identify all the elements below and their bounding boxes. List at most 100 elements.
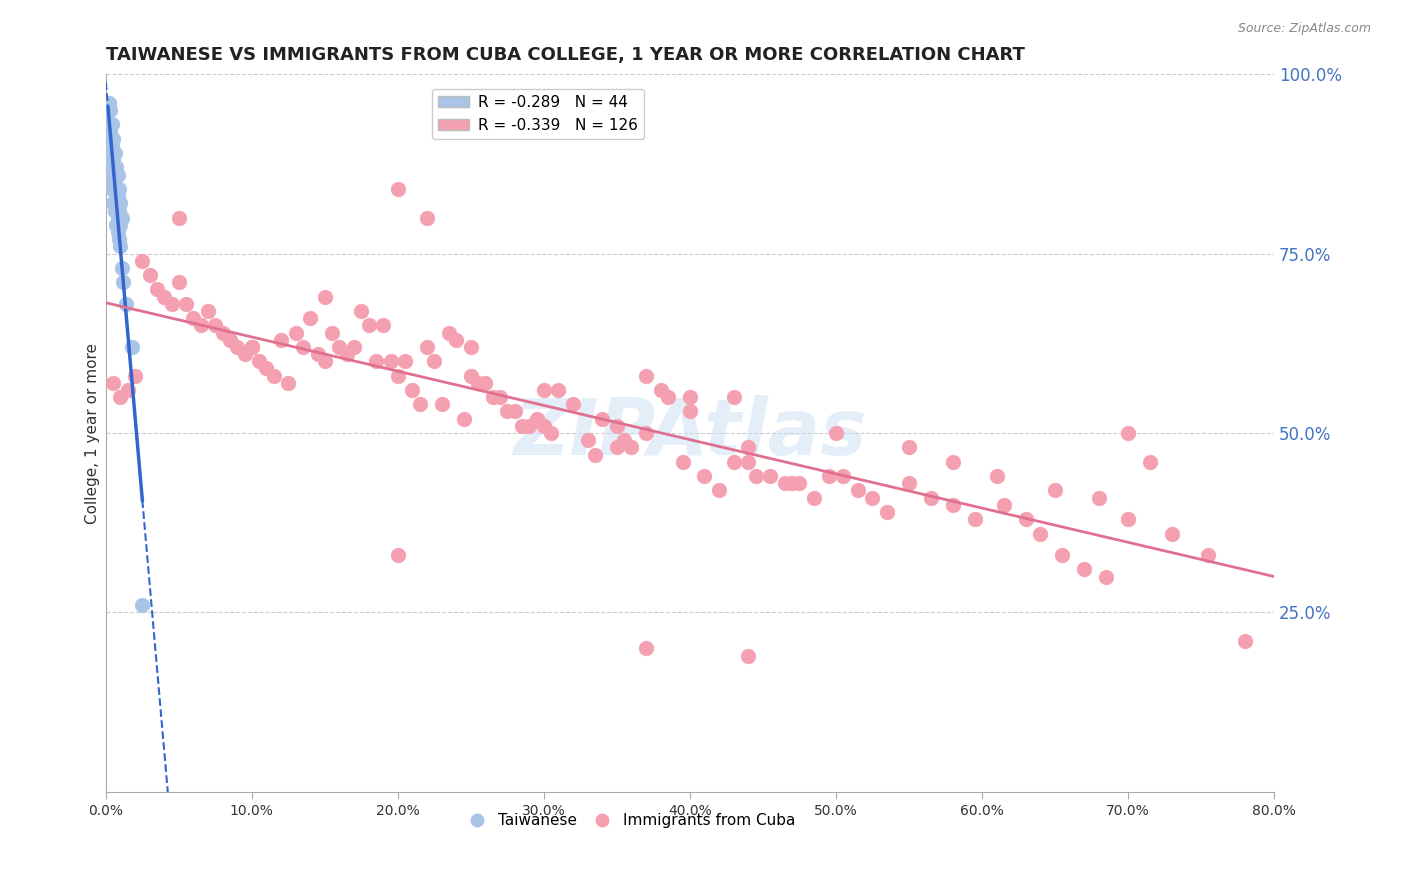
Point bbox=[98, 124, 121, 138]
Point bbox=[517, 418, 540, 433]
Point bbox=[583, 448, 606, 462]
Point bbox=[117, 383, 139, 397]
Point bbox=[481, 390, 503, 404]
Point bbox=[97, 132, 120, 146]
Point bbox=[817, 469, 839, 483]
Text: TAIWANESE VS IMMIGRANTS FROM CUBA COLLEGE, 1 YEAR OR MORE CORRELATION CHART: TAIWANESE VS IMMIGRANTS FROM CUBA COLLEG… bbox=[105, 46, 1025, 64]
Point bbox=[100, 117, 122, 131]
Point bbox=[104, 182, 127, 196]
Point bbox=[112, 275, 135, 289]
Point bbox=[108, 182, 131, 196]
Point bbox=[540, 425, 562, 440]
Point bbox=[591, 411, 613, 425]
Point bbox=[146, 283, 169, 297]
Point bbox=[167, 211, 190, 225]
Point bbox=[986, 469, 1008, 483]
Point bbox=[503, 404, 526, 418]
Point bbox=[693, 469, 716, 483]
Point bbox=[993, 498, 1015, 512]
Point bbox=[211, 326, 233, 340]
Point bbox=[723, 390, 745, 404]
Point bbox=[98, 168, 121, 182]
Point bbox=[240, 340, 263, 354]
Point bbox=[860, 491, 883, 505]
Point bbox=[510, 418, 533, 433]
Point bbox=[832, 469, 855, 483]
Point bbox=[190, 318, 212, 333]
Point bbox=[101, 175, 124, 189]
Point bbox=[107, 168, 129, 182]
Point bbox=[387, 548, 409, 562]
Point bbox=[104, 203, 127, 218]
Point bbox=[744, 469, 766, 483]
Point bbox=[606, 418, 628, 433]
Point bbox=[387, 182, 409, 196]
Point bbox=[1116, 512, 1139, 526]
Point bbox=[197, 304, 219, 318]
Point bbox=[131, 599, 153, 613]
Point bbox=[101, 376, 124, 390]
Point bbox=[105, 182, 128, 196]
Text: Source: ZipAtlas.com: Source: ZipAtlas.com bbox=[1237, 22, 1371, 36]
Point bbox=[291, 340, 314, 354]
Point bbox=[101, 132, 124, 146]
Point bbox=[101, 153, 124, 168]
Point bbox=[98, 103, 121, 117]
Point bbox=[107, 225, 129, 239]
Point bbox=[270, 333, 292, 347]
Point bbox=[533, 383, 555, 397]
Point bbox=[846, 483, 869, 498]
Point bbox=[920, 491, 942, 505]
Point bbox=[110, 239, 132, 253]
Point bbox=[105, 218, 128, 232]
Point bbox=[307, 347, 329, 361]
Point bbox=[247, 354, 270, 368]
Point bbox=[437, 326, 460, 340]
Point bbox=[446, 333, 468, 347]
Text: ZIPAtlas: ZIPAtlas bbox=[513, 395, 866, 471]
Y-axis label: College, 1 year or more: College, 1 year or more bbox=[86, 343, 100, 524]
Point bbox=[314, 354, 336, 368]
Point bbox=[453, 411, 475, 425]
Point bbox=[97, 95, 120, 110]
Point bbox=[1197, 548, 1219, 562]
Point bbox=[373, 318, 395, 333]
Point bbox=[636, 641, 658, 656]
Point bbox=[98, 117, 121, 131]
Point bbox=[387, 368, 409, 383]
Point bbox=[547, 383, 569, 397]
Point bbox=[111, 260, 134, 275]
Point bbox=[780, 476, 803, 491]
Point bbox=[606, 441, 628, 455]
Point bbox=[803, 491, 825, 505]
Point bbox=[105, 196, 128, 211]
Point bbox=[409, 397, 432, 411]
Point bbox=[97, 161, 120, 175]
Point bbox=[1029, 526, 1052, 541]
Point bbox=[121, 340, 143, 354]
Point bbox=[1095, 569, 1118, 583]
Point bbox=[321, 326, 343, 340]
Point bbox=[1160, 526, 1182, 541]
Point bbox=[97, 103, 120, 117]
Point bbox=[496, 404, 519, 418]
Point bbox=[394, 354, 416, 368]
Point bbox=[1116, 425, 1139, 440]
Point bbox=[183, 311, 205, 326]
Point bbox=[1015, 512, 1038, 526]
Point bbox=[108, 218, 131, 232]
Point bbox=[233, 347, 256, 361]
Point bbox=[256, 361, 278, 376]
Point bbox=[460, 368, 482, 383]
Point bbox=[1043, 483, 1066, 498]
Point bbox=[679, 404, 702, 418]
Point bbox=[364, 354, 387, 368]
Point bbox=[299, 311, 322, 326]
Point bbox=[107, 211, 129, 225]
Point bbox=[277, 376, 299, 390]
Point bbox=[219, 333, 242, 347]
Point bbox=[1139, 455, 1161, 469]
Point bbox=[101, 196, 124, 211]
Point bbox=[263, 368, 285, 383]
Point bbox=[138, 268, 160, 282]
